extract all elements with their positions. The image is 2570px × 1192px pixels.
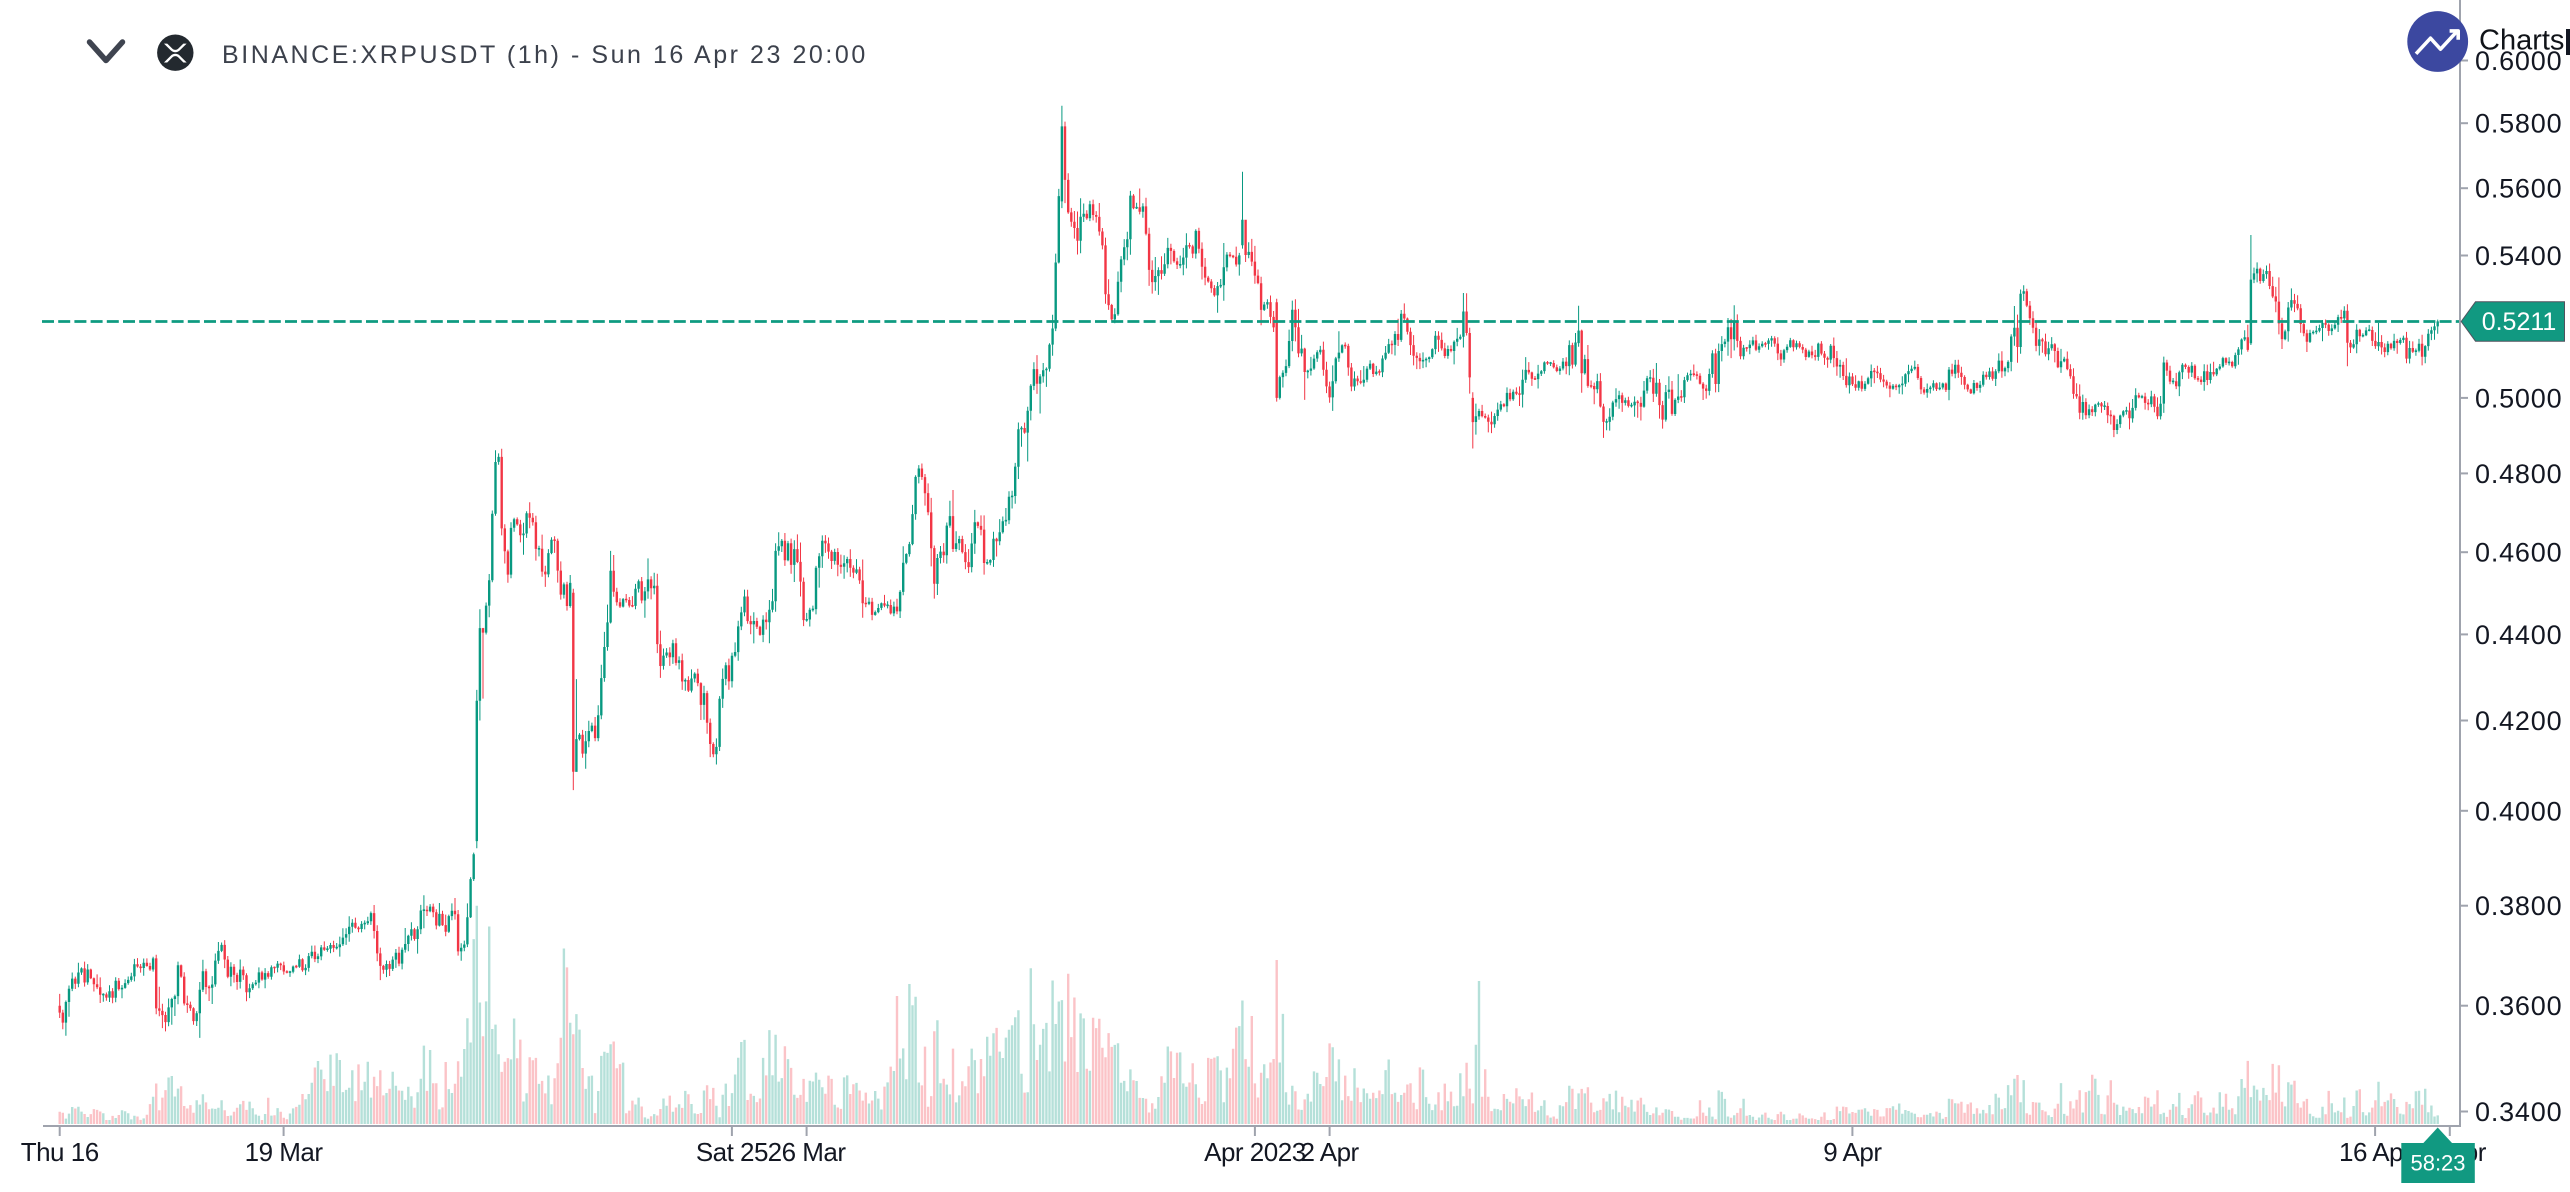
- svg-text:0.5211: 0.5211: [2482, 308, 2557, 336]
- svg-text:0.4000: 0.4000: [2475, 796, 2562, 826]
- svg-text:9 Apr: 9 Apr: [1823, 1137, 1882, 1167]
- svg-text:0.4400: 0.4400: [2475, 620, 2562, 650]
- svg-text:0.5800: 0.5800: [2475, 109, 2562, 139]
- svg-text:26 Mar: 26 Mar: [768, 1137, 847, 1167]
- svg-text:0.3800: 0.3800: [2475, 891, 2562, 921]
- svg-text:0.4200: 0.4200: [2475, 706, 2562, 736]
- svg-text:0.5400: 0.5400: [2475, 241, 2562, 271]
- svg-text:0.4600: 0.4600: [2475, 538, 2562, 568]
- svg-text:0.3600: 0.3600: [2475, 991, 2562, 1021]
- svg-text:Thu 16: Thu 16: [21, 1137, 99, 1167]
- svg-text:19 Mar: 19 Mar: [245, 1137, 324, 1167]
- svg-text:0.5000: 0.5000: [2475, 383, 2562, 413]
- svg-text:2 Apr: 2 Apr: [1300, 1137, 1359, 1167]
- svg-text:16 Apr: 16 Apr: [2339, 1137, 2412, 1167]
- svg-text:58:23: 58:23: [2410, 1151, 2465, 1176]
- svg-text:0.4800: 0.4800: [2475, 459, 2562, 489]
- svg-text:0.5600: 0.5600: [2475, 174, 2562, 204]
- svg-text:0.6000: 0.6000: [2475, 46, 2562, 76]
- svg-text:BINANCE:XRPUSDT (1h) - Sun 16: BINANCE:XRPUSDT (1h) - Sun 16 Apr 23 20:…: [222, 41, 868, 69]
- svg-text:Charts: Charts: [2479, 25, 2564, 57]
- svg-text:0.3400: 0.3400: [2475, 1097, 2562, 1127]
- svg-text:Apr 2023: Apr 2023: [1204, 1137, 1306, 1167]
- svg-text:Sat 25: Sat 25: [696, 1137, 768, 1167]
